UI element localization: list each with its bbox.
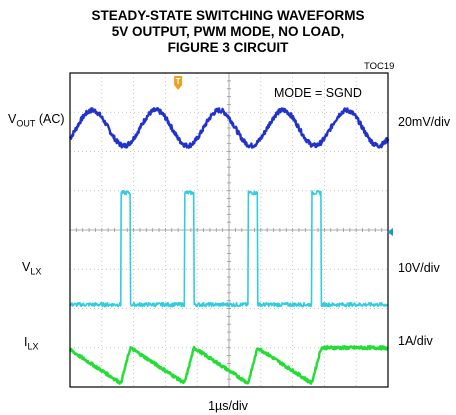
vout-name-main: V [8, 112, 17, 126]
plot-border [69, 72, 389, 388]
figure-id: TOC19 [364, 61, 395, 72]
trace-ilx [68, 345, 389, 385]
scale-vlx: 10V/div [398, 261, 440, 275]
channel-label-ilx: ILX [24, 335, 39, 352]
mode-annotation: MODE = SGND [274, 86, 362, 100]
vout-name-suffix: (AC) [35, 112, 65, 126]
ilx-name-sub: LX [27, 341, 39, 352]
traces [68, 107, 390, 385]
channel-label-vlx: VLX [22, 260, 41, 277]
markers: T [174, 76, 393, 236]
channel-label-vout: VOUT (AC) [8, 112, 65, 129]
time-scale-label: 1µs/div [208, 399, 248, 413]
trace-vlx [69, 190, 389, 308]
trigger-marker: T [174, 76, 183, 90]
trace-vout [68, 107, 390, 149]
scale-ilx: 1A/div [398, 334, 433, 348]
chart-title-line-1: STEADY-STATE SWITCHING WAVEFORMS [91, 8, 365, 23]
trigger-marker-box [174, 76, 183, 85]
trigger-level-arrow [387, 227, 393, 236]
trigger-marker-label: T [176, 77, 181, 86]
chart-title-line-3: FIGURE 3 CIRCUIT [167, 40, 289, 55]
ilx-name-main: I [24, 335, 28, 349]
vlx-name-sub: LX [30, 266, 42, 277]
trigger-marker-point [174, 85, 183, 90]
chart-title-line-2: 5V OUTPUT, PWM MODE, NO LOAD, [111, 24, 345, 39]
scale-vout: 20mV/div [398, 115, 451, 129]
grid [69, 72, 389, 388]
vout-name-sub: OUT [16, 118, 36, 129]
vlx-name-main: V [22, 260, 31, 274]
